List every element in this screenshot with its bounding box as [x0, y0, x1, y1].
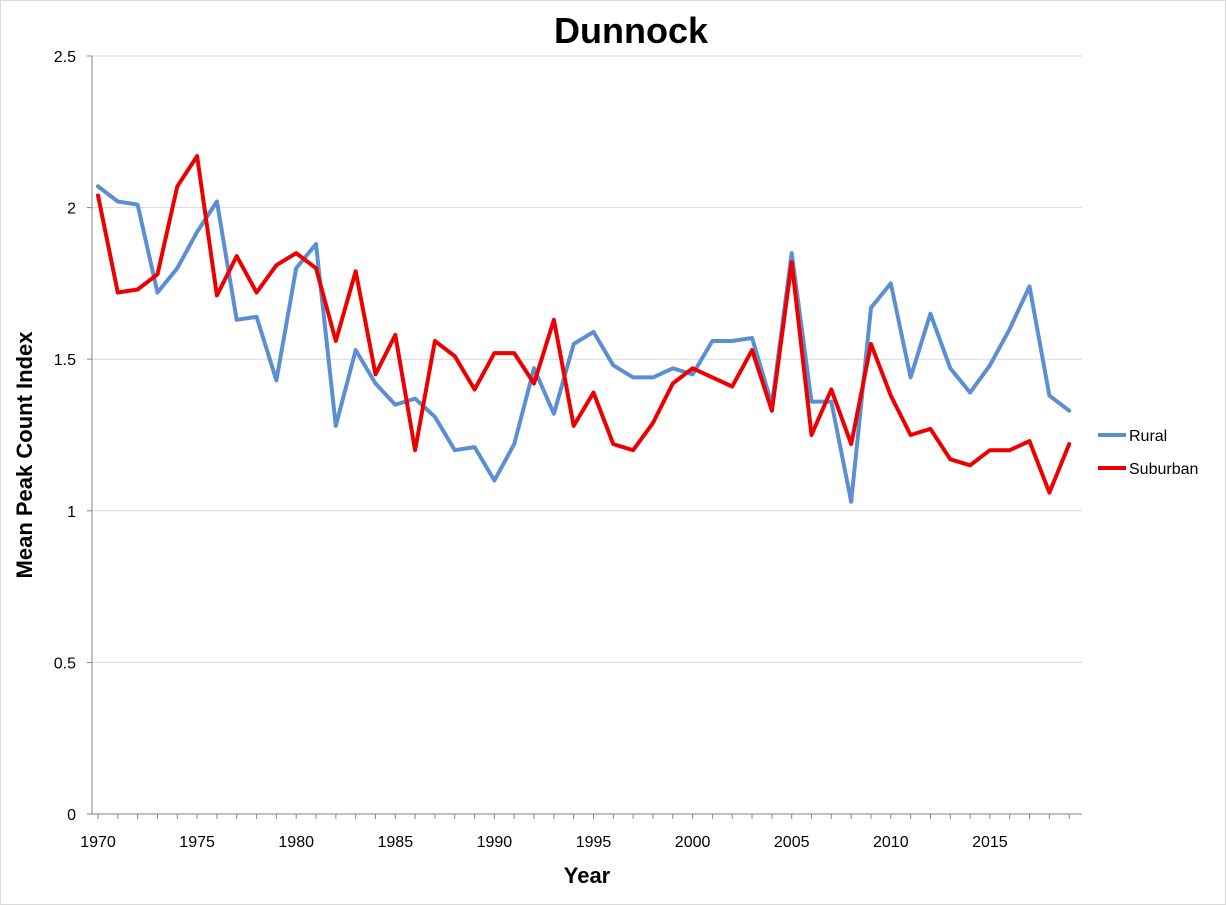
legend-label-suburban: Suburban [1129, 461, 1198, 478]
x-tick-label: 1970 [80, 834, 116, 851]
y-tick-label: 2 [67, 201, 76, 218]
chart-title: Dunnock [554, 10, 709, 51]
axes [87, 55, 1082, 819]
x-tick-labels: 1970 1975 1980 1985 1990 1995 2000 2005 2010 2015 [80, 834, 1008, 851]
y-tick-label: 2.5 [54, 49, 76, 66]
x-tick-label: 1980 [278, 834, 314, 851]
x-tick-label: 2005 [774, 834, 810, 851]
y-tick-label: 0.5 [54, 655, 76, 672]
x-tick-label: 1990 [477, 834, 513, 851]
y-tick-label: 1 [67, 504, 76, 521]
x-tick-label: 2010 [873, 834, 909, 851]
legend: Rural Suburban [1098, 428, 1198, 478]
legend-label-rural: Rural [1129, 428, 1167, 445]
x-tick-label: 1975 [179, 834, 215, 851]
gridlines [92, 55, 1082, 663]
series-line-rural [96, 184, 1072, 504]
series-lines [96, 154, 1072, 504]
x-tick-label: 2015 [972, 834, 1008, 851]
x-axis-title: Year [564, 863, 611, 888]
y-tick-label: 1.5 [54, 352, 76, 369]
x-tick-label: 2000 [675, 834, 711, 851]
y-tick-label: 0 [67, 807, 76, 824]
y-tick-labels: 0 0.5 1 1.5 2 2.5 [54, 49, 76, 824]
x-tick-label: 1995 [576, 834, 612, 851]
x-tick-label: 1985 [378, 834, 414, 851]
y-axis-title: Mean Peak Count Index [12, 331, 37, 579]
series-line-suburban [96, 154, 1072, 495]
